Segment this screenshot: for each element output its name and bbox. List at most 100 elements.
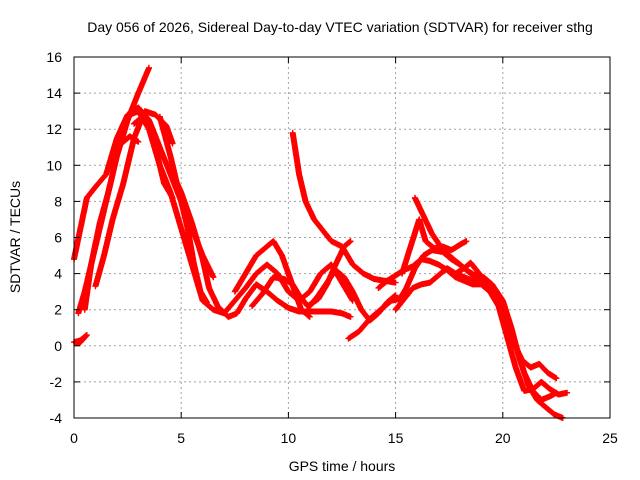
y-tick-label: -2 — [50, 374, 63, 390]
data-point — [163, 182, 165, 185]
data-point — [75, 342, 78, 344]
data-point — [115, 155, 118, 158]
data-point — [521, 359, 523, 362]
data-point — [291, 131, 294, 134]
data-point — [446, 267, 448, 270]
data-point — [429, 260, 431, 262]
data-point — [216, 305, 219, 307]
x-tick-label: 0 — [70, 430, 78, 446]
data-point — [304, 200, 307, 203]
y-tick-label: 8 — [54, 193, 62, 209]
data-point — [143, 110, 146, 113]
data-point — [471, 279, 474, 282]
data-point — [418, 218, 421, 221]
data-point — [154, 113, 157, 116]
data-point — [137, 140, 140, 143]
data-point — [321, 229, 324, 232]
data-point — [506, 335, 508, 338]
data-point — [405, 287, 408, 289]
series-track-l — [289, 129, 399, 286]
chart-title: Day 056 of 2026, Sidereal Day-to-day VTE… — [87, 19, 593, 35]
data-point — [330, 263, 333, 266]
data-point — [201, 258, 204, 261]
data-point — [308, 290, 311, 293]
data-point — [394, 281, 397, 284]
x-tick-label: 25 — [602, 430, 618, 446]
series-track-f — [118, 133, 142, 147]
series-track-r — [452, 259, 560, 382]
data-point — [540, 399, 543, 401]
data-point — [137, 110, 140, 113]
data-point — [341, 312, 343, 315]
data-point — [77, 312, 80, 315]
data-point — [334, 263, 337, 266]
data-point — [450, 249, 453, 252]
data-point — [158, 146, 161, 149]
data-point — [529, 366, 532, 369]
data-point — [298, 294, 301, 297]
data-point — [566, 391, 569, 394]
data-point — [351, 299, 354, 302]
series-track-n — [411, 194, 566, 421]
data-point — [319, 310, 322, 313]
data-point — [251, 305, 253, 307]
data-point — [411, 287, 414, 289]
data-point — [422, 214, 425, 217]
data-point — [398, 297, 401, 300]
x-tick-label: 5 — [177, 430, 185, 446]
data-point — [298, 173, 301, 176]
data-point — [308, 305, 311, 307]
data-point — [255, 283, 258, 286]
data-point — [463, 276, 466, 279]
data-point — [512, 341, 515, 344]
data-point — [103, 254, 105, 257]
data-point — [85, 334, 88, 336]
data-point — [261, 292, 264, 295]
data-point — [429, 281, 431, 284]
data-point — [474, 274, 476, 277]
x-tick-label: 10 — [281, 430, 297, 446]
y-tick-label: 12 — [46, 121, 62, 137]
data-point — [266, 245, 268, 248]
y-tick-label: 10 — [46, 157, 62, 173]
data-point — [143, 113, 146, 116]
data-point — [94, 186, 97, 188]
series-track-s — [306, 267, 399, 324]
data-point — [394, 294, 397, 297]
data-point — [186, 227, 189, 230]
data-point — [281, 254, 283, 257]
data-point — [343, 276, 346, 279]
data-point — [330, 310, 333, 313]
data-point — [465, 240, 468, 243]
x-tick-label: 15 — [388, 430, 404, 446]
series-markers — [411, 194, 566, 421]
data-point — [431, 232, 433, 235]
data-point — [433, 247, 436, 250]
data-point — [227, 316, 230, 318]
data-point — [413, 196, 416, 199]
data-point — [79, 339, 82, 342]
data-point — [544, 406, 547, 409]
data-point — [255, 254, 258, 257]
data-point — [137, 92, 140, 94]
y-tick-label: 14 — [46, 85, 62, 101]
data-point — [549, 388, 551, 391]
data-point — [313, 218, 316, 221]
data-point — [83, 308, 86, 311]
data-point — [90, 263, 93, 266]
data-point — [107, 191, 110, 194]
data-point — [420, 258, 423, 261]
data-point — [514, 366, 517, 369]
data-point — [212, 276, 215, 279]
data-point — [441, 245, 444, 248]
data-point — [291, 283, 294, 286]
data-point — [555, 391, 558, 394]
data-point — [377, 312, 380, 315]
data-point — [148, 66, 150, 69]
data-point — [409, 245, 412, 248]
series-track-o — [399, 216, 470, 277]
data-point — [478, 272, 481, 275]
data-point — [158, 115, 161, 118]
data-point — [553, 413, 556, 416]
